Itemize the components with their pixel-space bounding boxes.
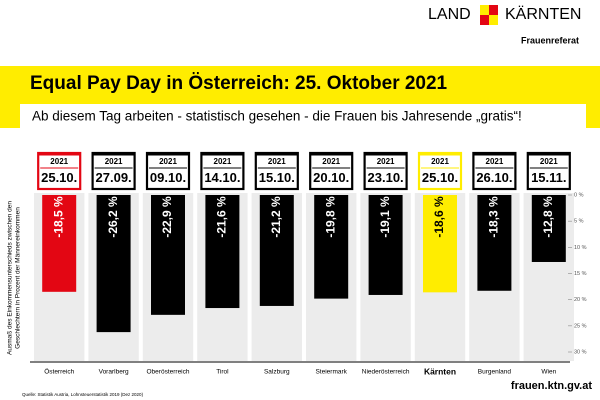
- value-label: -22,9 %: [160, 196, 174, 238]
- calendar-year: 2021: [540, 157, 558, 166]
- logo: [489, 15, 498, 25]
- y-tick-label: 25 %: [574, 323, 587, 329]
- calendar-year: 2021: [268, 157, 286, 166]
- calendar-date: 26.10.: [476, 170, 512, 185]
- calendar-bar: [92, 153, 135, 156]
- calendar-year: 2021: [486, 157, 504, 166]
- calendar-date: 14.10.: [204, 170, 240, 185]
- calendar: [472, 151, 517, 191]
- bar: [368, 195, 403, 295]
- calendar-date: 09.10.: [150, 170, 186, 185]
- bar: [42, 195, 77, 292]
- calendar-bar: [147, 153, 189, 156]
- logo: [489, 5, 498, 15]
- chart-title: Equal Pay Day in Österreich: 25. Oktober…: [30, 73, 448, 94]
- value-label: -12,8 %: [541, 196, 555, 238]
- calendar-date: 27.09.: [96, 170, 132, 185]
- y-tick-label: 0 %: [574, 192, 584, 198]
- value-label: -18,6 %: [432, 196, 446, 238]
- y-label: Geschlechtern in Prozent der Männereinko…: [15, 207, 22, 349]
- subtitle: Ab diesem Tag arbeiten - statistisch ges…: [32, 109, 522, 124]
- y-tick-label: 10 %: [574, 245, 587, 251]
- calendar-bar: [473, 153, 516, 156]
- value-label: -18,3 %: [487, 196, 501, 238]
- calendar-bar: [255, 153, 298, 156]
- y-tick-label: 15 %: [574, 271, 587, 277]
- calendar-bar: [201, 153, 244, 156]
- calendar-bar: [364, 153, 407, 156]
- calendar-year: 2021: [377, 157, 395, 166]
- value-label: -18,5 %: [51, 196, 65, 238]
- bar: [96, 195, 131, 333]
- x-tick-label: Kärnten: [424, 366, 456, 376]
- calendar-bar: [38, 153, 81, 156]
- value-label: -21,6 %: [215, 196, 229, 238]
- bar: [151, 195, 185, 315]
- source: Quelle: Statistik Austria, Lohnsteuersta…: [22, 392, 144, 397]
- calendar: [91, 151, 136, 191]
- calendar-date: 25.10.: [422, 170, 458, 185]
- bar: [423, 195, 457, 293]
- x-tick-label: Vorarlberg: [99, 369, 129, 376]
- calendar: [145, 151, 191, 191]
- calendar: [309, 151, 354, 191]
- x-tick-label: Niederösterreich: [362, 369, 410, 376]
- calendar-date: 15.11.: [531, 170, 566, 185]
- calendar-year: 2021: [159, 157, 177, 166]
- calendar-year: 2021: [50, 157, 68, 166]
- calendar: [363, 151, 408, 191]
- department: Frauenreferat: [521, 35, 579, 45]
- calendar-date: 15.10.: [259, 170, 295, 185]
- bar: [205, 195, 240, 309]
- calendar: [200, 151, 245, 191]
- brand-left: LAND: [428, 6, 471, 23]
- calendar: [37, 151, 82, 191]
- calendar-year: 2021: [105, 157, 123, 166]
- y-tick-label: 5 %: [574, 219, 584, 225]
- value-label: -26,2 %: [106, 196, 120, 238]
- y-tick-label: 30 %: [574, 349, 587, 355]
- calendar-bar: [527, 153, 570, 156]
- x-tick-label: Wien: [541, 369, 556, 376]
- value-label: -19,8 %: [323, 196, 337, 238]
- bar: [531, 195, 566, 262]
- url: frauen.ktn.gv.at: [511, 380, 592, 392]
- logo: [480, 5, 489, 15]
- x-tick-label: Steiermark: [315, 369, 347, 376]
- calendar-bar: [419, 153, 461, 156]
- brand-right: KÄRNTEN: [505, 5, 581, 23]
- calendar: [417, 151, 463, 191]
- calendar-year: 2021: [214, 157, 232, 166]
- x-tick-label: Oberösterreich: [147, 369, 190, 376]
- calendar-date: 25.10.: [41, 170, 77, 185]
- logo: [480, 15, 489, 25]
- calendar-bar: [310, 153, 353, 156]
- y-label: Ausmaß des Einkommensunterschieds zwisch…: [7, 201, 14, 355]
- y-tick-label: 20 %: [574, 297, 587, 303]
- calendar-date: 23.10.: [368, 170, 404, 185]
- bar: [477, 195, 512, 291]
- bar: [259, 195, 294, 306]
- x-tick-label: Tirol: [216, 369, 229, 376]
- x-tick-label: Salzburg: [264, 369, 290, 376]
- bar: [314, 195, 349, 299]
- value-label: -19,1 %: [378, 196, 392, 238]
- x-tick-label: Österreich: [44, 368, 74, 376]
- calendar-date: 20.10.: [313, 170, 349, 185]
- subtitle-box: [20, 104, 586, 129]
- calendar-year: 2021: [322, 157, 340, 166]
- calendar-year: 2021: [431, 157, 449, 166]
- x-tick-label: Burgenland: [478, 369, 512, 376]
- value-label: -21,2 %: [269, 196, 283, 238]
